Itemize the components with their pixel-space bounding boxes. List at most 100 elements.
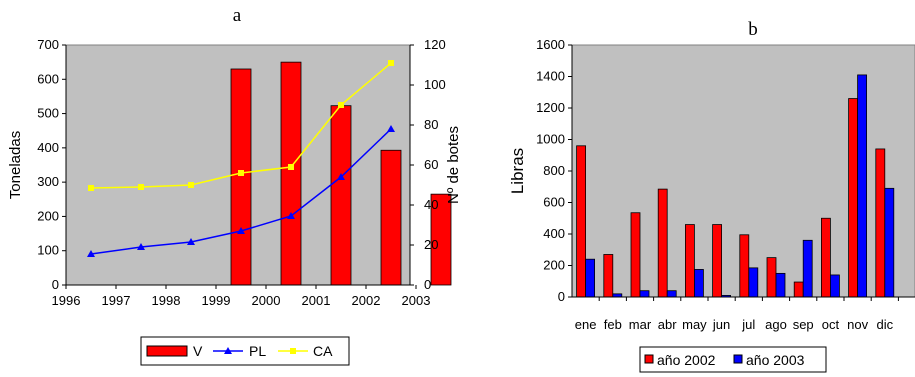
chart-a-point-ca: [88, 185, 94, 191]
chart-b-title: b: [748, 19, 758, 40]
chart-b-bar-2003: [748, 267, 759, 298]
chart-b-bar-2003: [694, 269, 704, 298]
chart-b-xtick-label: dic: [876, 317, 893, 332]
legend-label-2002: año 2002: [657, 352, 716, 368]
chart-a-y2tick-label: 80: [424, 117, 438, 132]
chart-b-xtick-label: ago: [765, 317, 787, 332]
chart-a-y2tick-label: 40: [424, 197, 438, 212]
chart-b-bar-2002: [630, 212, 641, 298]
chart-a-xtick-label: 2001: [302, 293, 331, 308]
chart-a-xtick-label: 2002: [352, 293, 381, 308]
chart-b-bar-2002: [875, 148, 886, 298]
chart-b-bar-2002: [712, 224, 722, 298]
chart-a-ytick-label: 200: [37, 208, 59, 223]
chart-a-y2tick-label: 100: [424, 77, 446, 92]
chart-b-ytick-label: 800: [543, 163, 565, 178]
chart-b-bar-2003: [857, 74, 867, 298]
chart-b-xtick-label: may: [682, 317, 707, 332]
chart-b-bar-2003: [884, 187, 895, 298]
chart-b-xtick-label: feb: [604, 317, 622, 332]
chart-b-bar-2002: [657, 188, 668, 298]
chart-a-point-pl: [387, 125, 395, 132]
chart-a-y2label: Nº de botes: [445, 126, 462, 204]
chart-b-ytick-label: 1400: [536, 69, 565, 84]
chart-b-bar-2002: [576, 145, 586, 298]
chart-b-xtick-label: abr: [658, 317, 677, 332]
chart-a-point-pl: [287, 212, 295, 219]
chart-a-xtick-label: 2000: [252, 293, 281, 308]
chart-a-ytick-label: 0: [52, 277, 59, 292]
chart-a-legend: V PL CA: [140, 336, 350, 366]
chart-a-point-ca: [238, 170, 244, 176]
chart-a-ytick-label: 100: [37, 243, 59, 258]
chart-a-y2tick-label: 20: [424, 237, 438, 252]
chart-b-bar-2002: [739, 234, 750, 298]
chart-a-xtick-label: 1998: [152, 293, 181, 308]
chart-b-xtick-label: jul: [741, 317, 755, 332]
chart-a-xtick-label: 1997: [102, 293, 131, 308]
chart-a-xtick-label: 1999: [202, 293, 231, 308]
chart-a-ylabel: Toneladas: [7, 131, 24, 199]
chart-a-bar-v: [330, 105, 352, 286]
chart-b-xtick-label: mar: [629, 317, 652, 332]
chart-a-point-ca: [288, 164, 294, 170]
chart-b-ytick-label: 1200: [536, 100, 565, 115]
chart-a-point-ca: [138, 184, 144, 190]
chart-a-point-ca: [338, 102, 344, 108]
chart-a-y2tick-label: 120: [424, 37, 446, 52]
chart-a-ytick-label: 700: [37, 37, 59, 52]
legend-marker-pl: [224, 347, 232, 354]
legend-label-ca: CA: [313, 343, 333, 359]
legend-swatch-2002: [644, 354, 654, 364]
chart-a-point-pl: [87, 250, 95, 257]
chart-a-title: a: [233, 5, 242, 26]
chart-b-ylabel: Libras: [508, 148, 527, 194]
chart-b-bar-2003: [585, 258, 595, 298]
legend-label-2003: año 2003: [746, 352, 805, 368]
chart-b-ytick-label: 400: [543, 226, 565, 241]
chart-a-y2tick-label: 0: [424, 277, 431, 292]
chart-a-point-pl: [337, 173, 345, 180]
chart-b-ytick-label: 0: [558, 289, 565, 304]
chart-b-bar-2003: [666, 290, 677, 298]
chart-a-bar-v: [380, 149, 402, 286]
chart-a-point-ca: [188, 182, 194, 188]
chart-b-bar-2002: [685, 224, 695, 298]
chart-a-y2tick-label: 60: [424, 157, 438, 172]
chart-b-ytick-label: 600: [543, 195, 565, 210]
chart-b-bar-2002: [793, 281, 804, 298]
chart-b-bar-2003: [802, 239, 813, 298]
chart-a-point-pl: [237, 227, 245, 234]
chart-a-point-ca: [388, 60, 394, 66]
chart-b-bar-2003: [775, 272, 786, 298]
chart-b-bar-2002: [603, 254, 614, 298]
chart-a-point-pl: [137, 243, 145, 250]
chart-b-ytick-label: 200: [543, 258, 565, 273]
chart-b-legend-box: [639, 346, 827, 373]
chart-a-ytick-label: 300: [37, 174, 59, 189]
chart-b-bar-2002: [848, 98, 858, 298]
chart-b-legend: año 2002 año 2003: [639, 346, 827, 373]
chart-b-bar-2002: [821, 217, 831, 298]
chart-b-xtick-label: jun: [712, 317, 730, 332]
legend-label-pl: PL: [249, 343, 266, 359]
chart-a-bar-v: [230, 68, 252, 286]
chart-b-ytick-label: 1000: [536, 132, 565, 147]
chart-b-ytick-label: 1600: [536, 37, 565, 52]
chart-a-ytick-label: 500: [37, 106, 59, 121]
chart-b-bar-2002: [766, 257, 777, 298]
chart-b-bar-2003: [639, 290, 650, 298]
chart-b-xtick-label: ene: [575, 317, 597, 332]
chart-b-xtick-label: nov: [847, 317, 868, 332]
chart-a-xtick-label: 2003: [402, 293, 431, 308]
chart-b-xtick-label: sep: [793, 317, 814, 332]
legend-label-v: V: [193, 343, 203, 359]
legend-swatch-2003: [733, 354, 743, 364]
chart-a: a 0 100 200 300 400 500 600 700 0 20 40 60 80 100 120…: [7, 5, 462, 366]
chart-a-point-pl: [187, 238, 195, 245]
chart-a-bar-v: [280, 61, 302, 286]
chart-a-bar-v: [430, 193, 452, 286]
legend-swatch-v: [146, 345, 188, 357]
